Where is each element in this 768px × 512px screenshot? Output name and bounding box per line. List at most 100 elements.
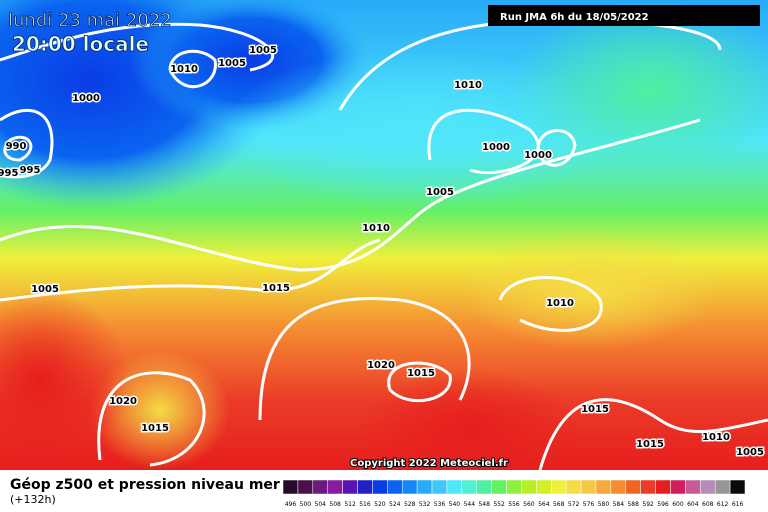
scale-swatch (297, 479, 314, 495)
isobar-line (3, 135, 33, 162)
scale-swatch (372, 479, 388, 495)
scale-label: 536 (434, 501, 446, 508)
isobar-label: 1005 (31, 284, 59, 295)
scale-label: 600 (672, 501, 684, 508)
isobar-label: 1015 (262, 283, 290, 294)
scale-label: 500 (300, 501, 312, 508)
date: lundi 23 mai 2022 (8, 10, 172, 31)
scale-label: 580 (598, 501, 610, 508)
scale-swatch (476, 479, 492, 495)
scale-swatch (357, 479, 373, 495)
isobar-label: 1015 (581, 404, 609, 415)
scale-swatch (521, 479, 537, 495)
scale-swatch (401, 479, 418, 495)
copyright: Copyright 2022 Meteociel.fr (350, 458, 508, 469)
scale-label: 540 (449, 501, 461, 508)
isobar-label: 1005 (218, 58, 246, 69)
scale-swatch (565, 479, 582, 495)
red-area (0, 290, 130, 470)
scale-label: 528 (404, 501, 416, 508)
isobar-line (538, 398, 768, 471)
scale-label: 560 (523, 501, 535, 508)
scale-label: 552 (493, 501, 505, 508)
scale-swatch (312, 479, 328, 495)
green-area (510, 0, 768, 180)
isobars (0, 18, 768, 471)
scale-label: 520 (374, 501, 386, 508)
scale-label: 548 (478, 501, 490, 508)
scale-swatch (461, 479, 477, 495)
scale-swatch (685, 479, 701, 495)
scale-label: 564 (538, 501, 550, 508)
time: 20:00 locale (12, 32, 149, 56)
scale-label: 556 (508, 501, 520, 508)
scale-swatch (387, 479, 403, 495)
scale-swatch (416, 479, 433, 495)
scale-label: 572 (568, 501, 580, 508)
isobar-label: 1020 (367, 360, 395, 371)
scale-swatch (640, 479, 656, 495)
scale-swatch (714, 479, 731, 495)
isobar-label: 1005 (249, 45, 277, 56)
isobar-line (0, 109, 54, 179)
scale-swatch (655, 479, 671, 495)
scale-label: 604 (687, 501, 699, 508)
scale-label: 616 (732, 501, 744, 508)
isobar-line (536, 129, 577, 167)
isobar-label: 1020 (109, 396, 137, 407)
scale-swatch (446, 479, 463, 495)
scale-swatch (729, 479, 746, 495)
scale-swatch (342, 479, 358, 495)
isobar-label: 1010 (546, 298, 574, 309)
isobar-line (387, 361, 452, 403)
isobar-label: 1015 (636, 439, 664, 450)
scale-label: 512 (344, 501, 356, 508)
isobar-label: 1000 (72, 93, 100, 104)
isobar-label: 1000 (524, 150, 552, 161)
run-info: Run JMA 6h du 18/05/2022 (500, 12, 649, 23)
isobar-line (498, 276, 603, 332)
isobar-label: 1015 (141, 423, 169, 434)
scale-label: 588 (627, 501, 639, 508)
run-box (488, 5, 760, 26)
scale-swatch (551, 479, 567, 495)
scale-label: 576 (583, 501, 595, 508)
isobar-label: 990 (6, 141, 27, 152)
isobar-line (258, 297, 471, 421)
isobar-label: 1010 (702, 432, 730, 443)
scale-swatch (506, 479, 522, 495)
isobar-label: 1010 (170, 64, 198, 75)
scale-label: 496 (285, 501, 297, 508)
footer-title: Géop z500 et pression niveau mer (10, 477, 280, 493)
isobar-line (0, 238, 381, 302)
isobar-line (0, 22, 275, 72)
scale-swatch (580, 479, 597, 495)
scale-swatch (282, 479, 299, 495)
isobar-label: 995 (0, 168, 18, 179)
scale-label: 568 (553, 501, 565, 508)
scale-swatch (595, 479, 612, 495)
isobar-label: 1010 (362, 223, 390, 234)
scale-label: 524 (389, 501, 401, 508)
scale-swatch (610, 479, 627, 495)
scale-swatch (670, 479, 686, 495)
isobar-line (0, 118, 701, 272)
isobar-label: 995 (20, 165, 41, 176)
scale-label: 508 (329, 501, 341, 508)
scale-label: 584 (613, 501, 625, 508)
isobar-label: 1005 (736, 447, 764, 458)
scale-label: 532 (419, 501, 431, 508)
footer-lead: (+132h) (10, 493, 56, 506)
isobar-label: 1015 (407, 368, 435, 379)
scale-swatch (625, 479, 641, 495)
scale-swatch (536, 479, 552, 495)
scale-swatch (491, 479, 507, 495)
scale-label: 544 (464, 501, 476, 508)
scale-label: 592 (642, 501, 654, 508)
scale-swatch (431, 479, 448, 495)
scale-label: 596 (657, 501, 669, 508)
isobar-line (168, 49, 217, 89)
isobar-label: 1010 (454, 80, 482, 91)
